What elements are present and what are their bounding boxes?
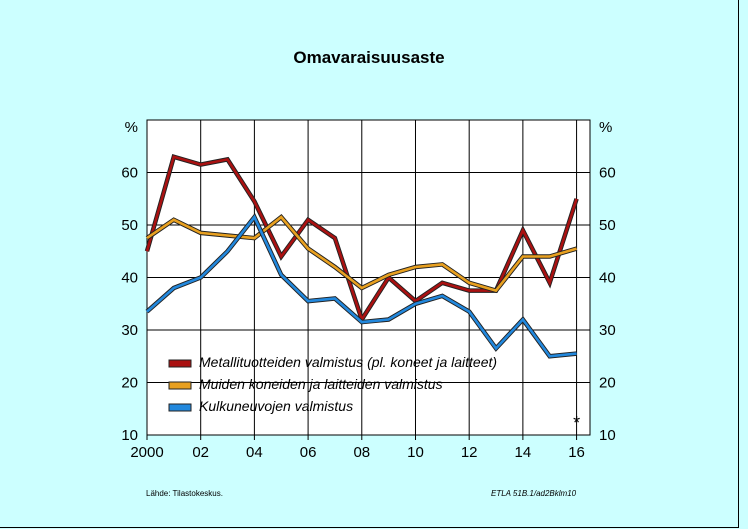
series-line-1 — [146, 215, 577, 293]
y-tick-label-right: 60 — [599, 165, 616, 182]
y-tick-label-right: 40 — [599, 270, 616, 287]
legend-label-1: Muiden koneiden ja laitteiden valmistus — [199, 376, 443, 392]
y-tick-label-left: 60 — [121, 165, 138, 182]
y-tick-label-right: 30 — [599, 322, 616, 339]
y-tick-label-left: 50 — [121, 217, 138, 234]
x-tick-label: 06 — [300, 444, 317, 461]
legend-swatch-2 — [168, 403, 192, 412]
x-tick-label: 02 — [192, 444, 209, 461]
y-tick-label-left: 40 — [121, 270, 138, 287]
x-tick-label: 12 — [461, 444, 478, 461]
x-tick-label: 16 — [568, 444, 585, 461]
chart-title: Omavaraisuusaste — [293, 48, 445, 67]
asterisk-annotation: * — [573, 413, 580, 433]
y-tick-label-left: 10 — [121, 427, 138, 444]
legend-swatch-0 — [168, 359, 192, 368]
chart-code: ETLA 51B.1/ad2Bklm10 — [491, 489, 577, 498]
source-note: Lähde: Tilastokeskus. — [146, 489, 223, 498]
x-tick-label: 10 — [407, 444, 424, 461]
x-tick-label: 2000 — [130, 444, 163, 461]
y-tick-label-left: 20 — [121, 375, 138, 392]
y-tick-label-right: 50 — [599, 217, 616, 234]
x-tick-label: 14 — [515, 444, 532, 461]
y-unit-right: % — [599, 119, 612, 136]
legend-label-0: Metallituotteiden valmistus (pl. koneet … — [199, 354, 497, 370]
y-tick-label-right: 20 — [599, 375, 616, 392]
x-tick-label: 04 — [246, 444, 263, 461]
legend-swatch-1 — [168, 381, 192, 390]
legend-label-2: Kulkuneuvojen valmistus — [199, 398, 353, 414]
y-unit-left: % — [125, 119, 138, 136]
series-line-2 — [146, 214, 577, 358]
y-tick-label-right: 10 — [599, 427, 616, 444]
x-tick-label: 08 — [353, 444, 370, 461]
y-tick-label-left: 30 — [121, 322, 138, 339]
